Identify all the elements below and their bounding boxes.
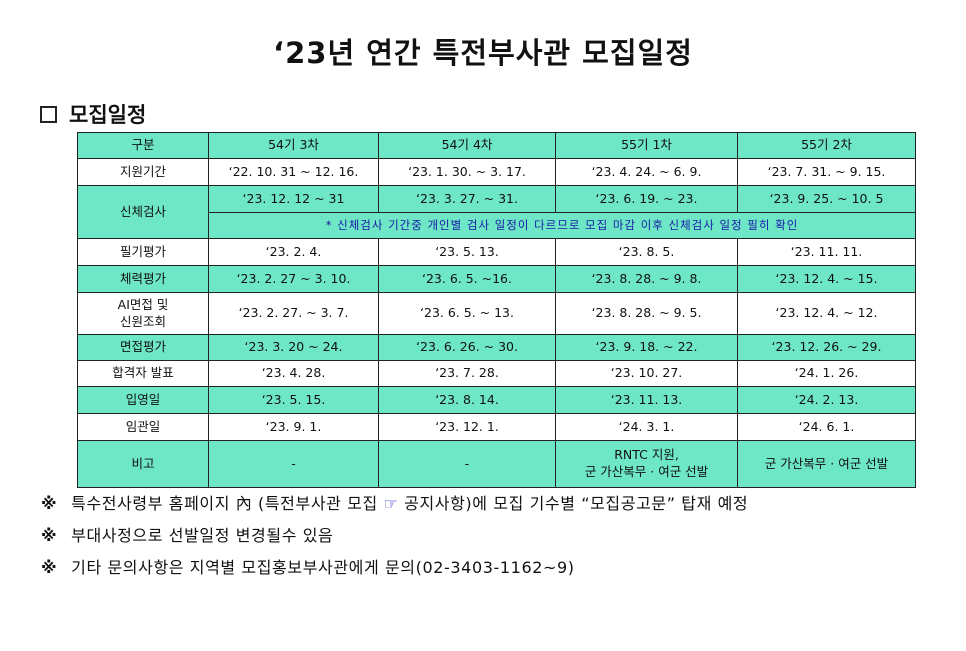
table-cell: ‘23. 3. 20 ~ 24. (208, 334, 379, 361)
table-cell: ‘23. 6. 5. ~ 13. (378, 292, 556, 335)
row-label: 비고 (77, 440, 209, 488)
table-row-commission: 임관일 ‘23. 9. 1. ‘23. 12. 1. ‘24. 3. 1. ‘2… (77, 413, 916, 441)
table-cell: ‘23. 12. 4. ~ 12. (737, 292, 916, 335)
table-cell: ‘23. 6. 26. ~ 30. (378, 334, 556, 361)
cell-line: 군 가산복무 · 여군 선발 (584, 464, 709, 479)
note-text: 공지사항)에 모집 기수별 “모집공고문” 탑재 예정 (404, 494, 749, 513)
table-cell: ‘23. 12. 26. ~ 29. (737, 334, 916, 361)
table-cell: ‘23. 3. 27. ~ 31. (378, 185, 556, 213)
row-label: 합격자 발표 (77, 360, 209, 387)
table-row-physical-exam: 신체검사 ‘23. 12. 12 ~ 31 ‘23. 3. 27. ~ 31. … (77, 185, 916, 239)
row-label-line: AI면접 및 (117, 296, 169, 312)
row-label: 지원기간 (77, 158, 209, 186)
table-cell: ‘24. 2. 13. (737, 386, 916, 414)
note-item: ※ 특수전사령부 홈페이지 內 (특전부사관 모집 ☞ 공지사항)에 모집 기수별… (41, 488, 748, 520)
table-cell: ‘23. 7. 31. ~ 9. 15. (737, 158, 916, 186)
table-cell: ‘23. 4. 24. ~ 6. 9. (555, 158, 738, 186)
header-cell: 55기 1차 (555, 132, 738, 159)
note-item: ※ 기타 문의사항은 지역별 모집홍보부사관에게 문의(02-3403-1162~… (41, 552, 748, 584)
cell-line: RNTC 지원, (614, 447, 679, 463)
table-cell: ‘23. 7. 28. (378, 360, 556, 387)
table-cell: - (208, 440, 379, 488)
note-item: ※ 부대사정으로 선발일정 변경될수 있음 (41, 520, 748, 552)
table-cell: ‘23. 8. 28. ~ 9. 8. (555, 265, 738, 293)
table-row-written: 필기평가 ‘23. 2. 4. ‘23. 5. 13. ‘23. 8. 5. ‘… (77, 238, 916, 266)
table-cell: ‘23. 11. 13. (555, 386, 738, 414)
table-row-remarks: 비고 - - RNTC 지원, 군 가산복무 · 여군 선발 군 가산복무 · … (77, 440, 916, 488)
table-cell: ‘23. 2. 27 ~ 3. 10. (208, 265, 379, 293)
reference-mark: ※ (41, 494, 58, 513)
table-cell: ‘23. 2. 27. ~ 3. 7. (208, 292, 379, 335)
row-label: 입영일 (77, 386, 209, 414)
table-row-interview: 면접평가 ‘23. 3. 20 ~ 24. ‘23. 6. 26. ~ 30. … (77, 334, 916, 361)
reference-mark: ※ (41, 526, 58, 545)
section-title: 모집일정 (69, 103, 147, 127)
reference-mark: ※ (41, 558, 58, 577)
table-cell: ‘23. 9. 18. ~ 22. (555, 334, 738, 361)
table-cell: ‘23. 9. 25. ~ 10. 5 (737, 185, 916, 213)
table-cell: ‘23. 10. 27. (555, 360, 738, 387)
table-cell: ‘23. 12. 4. ~ 15. (737, 265, 916, 293)
table-row-enlist: 입영일 ‘23. 5. 15. ‘23. 8. 14. ‘23. 11. 13.… (77, 386, 916, 414)
row-label-line: 신원조회 (119, 313, 166, 329)
checkbox-icon (40, 105, 57, 123)
note-text: 부대사정으로 선발일정 변경될수 있음 (71, 526, 334, 545)
table-cell: ‘23. 5. 15. (208, 386, 379, 414)
header-cell: 구분 (77, 132, 209, 159)
table-cell: ‘23. 6. 19. ~ 23. (555, 185, 738, 213)
row-label: 체력평가 (77, 265, 209, 293)
table-cell: ‘23. 8. 28. ~ 9. 5. (555, 292, 738, 335)
table-cell: ‘24. 6. 1. (737, 413, 916, 441)
page-title: ‘23년 연간 특전부사관 모집일정 (273, 36, 693, 70)
note-text: 특수전사령부 홈페이지 內 (특전부사관 모집 (71, 494, 378, 513)
table-cell: ‘23. 1. 30. ~ 3. 17. (378, 158, 556, 186)
row-label: 필기평가 (77, 238, 209, 266)
section-heading: 모집일정 (40, 99, 146, 129)
table-row-fitness: 체력평가 ‘23. 2. 27 ~ 3. 10. ‘23. 6. 5. ~16.… (77, 265, 916, 293)
row-label: 임관일 (77, 413, 209, 441)
table-cell: ‘23. 2. 4. (208, 238, 379, 266)
table-cell: ‘23. 12. 1. (378, 413, 556, 441)
physical-exam-notice: * 신체검사 기간중 개인별 검사 일정이 다르므로 모집 마감 이후 신체검사… (208, 212, 916, 239)
pointing-hand-icon: ☞ (383, 494, 399, 513)
table-cell: ‘23. 8. 14. (378, 386, 556, 414)
row-label: 신체검사 (77, 185, 209, 239)
table-cell: - (378, 440, 556, 488)
table-cell: ‘22. 10. 31 ~ 12. 16. (208, 158, 379, 186)
notes-list: ※ 특수전사령부 홈페이지 內 (특전부사관 모집 ☞ 공지사항)에 모집 기수별… (41, 488, 748, 584)
table-cell: ‘23. 4. 28. (208, 360, 379, 387)
table-cell: ‘23. 11. 11. (737, 238, 916, 266)
header-cell: 54기 4차 (378, 132, 556, 159)
table-cell: ‘23. 5. 13. (378, 238, 556, 266)
table-row-ai-interview: AI면접 및 신원조회 ‘23. 2. 27. ~ 3. 7. ‘23. 6. … (77, 292, 916, 335)
table-cell: RNTC 지원, 군 가산복무 · 여군 선발 (555, 440, 738, 488)
table-cell: 군 가산복무 · 여군 선발 (737, 440, 916, 488)
table-cell: ‘23. 6. 5. ~16. (378, 265, 556, 293)
note-text: 기타 문의사항은 지역별 모집홍보부사관에게 문의(02-3403-1162~9… (71, 558, 575, 577)
recruitment-schedule-table: 구분 54기 3차 54기 4차 55기 1차 55기 2차 지원기간 ‘22.… (77, 132, 916, 488)
header-cell: 54기 3차 (208, 132, 379, 159)
table-cell: ‘24. 1. 26. (737, 360, 916, 387)
row-label: AI면접 및 신원조회 (77, 292, 209, 335)
table-header-row: 구분 54기 3차 54기 4차 55기 1차 55기 2차 (77, 132, 916, 159)
table-cell: ‘23. 8. 5. (555, 238, 738, 266)
table-cell: ‘23. 9. 1. (208, 413, 379, 441)
table-cell: ‘23. 12. 12 ~ 31 (208, 185, 379, 213)
row-label: 면접평가 (77, 334, 209, 361)
table-row-announce: 합격자 발표 ‘23. 4. 28. ‘23. 7. 28. ‘23. 10. … (77, 360, 916, 387)
table-cell: ‘24. 3. 1. (555, 413, 738, 441)
table-row-physical-exam-notice: * 신체검사 기간중 개인별 검사 일정이 다르므로 모집 마감 이후 신체검사… (78, 212, 916, 239)
header-cell: 55기 2차 (737, 132, 916, 159)
table-row-apply: 지원기간 ‘22. 10. 31 ~ 12. 16. ‘23. 1. 30. ~… (77, 158, 916, 186)
